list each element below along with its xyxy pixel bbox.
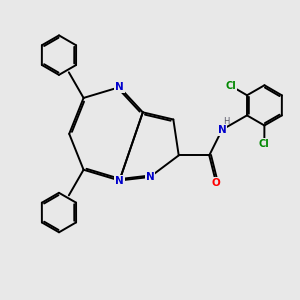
- Text: Cl: Cl: [259, 139, 270, 149]
- Text: N: N: [115, 176, 124, 185]
- Text: Cl: Cl: [226, 81, 236, 91]
- Text: O: O: [212, 178, 220, 188]
- Text: N: N: [146, 172, 154, 182]
- Text: H: H: [224, 117, 230, 126]
- Text: N: N: [218, 125, 226, 135]
- Text: N: N: [115, 82, 124, 92]
